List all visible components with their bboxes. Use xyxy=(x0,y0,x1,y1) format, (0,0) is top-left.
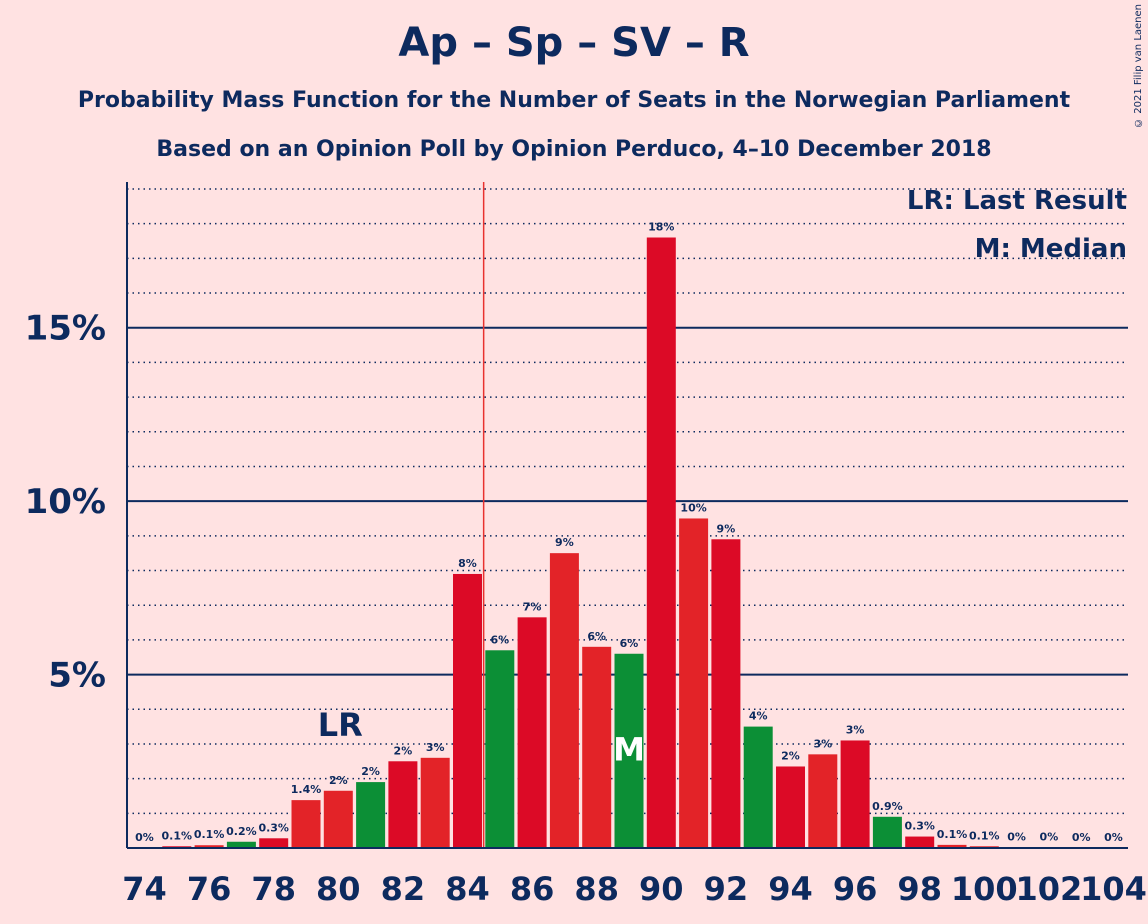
data-labels-group: 0% 0.1% 0.1% 0.2% 0.3%1.4%2%2%2% 3%8%6%7%9%6%… xyxy=(135,221,1123,845)
x-tick-label: 84 xyxy=(445,870,490,908)
bar-seat-84 xyxy=(453,573,482,848)
bar-seat-96 xyxy=(840,740,870,848)
chart-title: Ap – Sp – SV – R xyxy=(398,20,750,66)
bar-seat-99 xyxy=(937,844,967,848)
legend-last-result: LR: Last Result xyxy=(907,186,1127,216)
bar-seat-89 xyxy=(614,653,644,848)
x-tick-label: 100 xyxy=(951,870,1018,908)
chart-subtitle-poll: Based on an Opinion Poll by Opinion Perd… xyxy=(156,137,992,162)
bar-seat-88 xyxy=(582,646,612,848)
bar-seat-85 xyxy=(485,650,515,848)
data-label: 2% xyxy=(781,749,800,762)
bar-seat-90 xyxy=(646,237,676,848)
data-label: 0.1% xyxy=(162,829,193,842)
data-label: 10% xyxy=(680,501,706,514)
bar-seat-87 xyxy=(549,553,579,848)
data-label: 0.2% xyxy=(226,825,257,838)
data-label: 9% xyxy=(717,522,736,535)
data-label: 0.1% xyxy=(937,828,968,841)
x-tick-label: 80 xyxy=(316,870,361,908)
x-tick-label: 76 xyxy=(187,870,232,908)
data-label: 2% xyxy=(329,774,348,787)
chart-subtitle: Probability Mass Function for the Number… xyxy=(77,88,1071,113)
bar-seat-76 xyxy=(194,845,224,848)
bar-seat-91 xyxy=(679,518,709,848)
data-label: 4% xyxy=(749,710,768,723)
data-label: 0% xyxy=(1040,831,1059,844)
data-label: 3% xyxy=(426,741,445,754)
data-label: 6% xyxy=(620,637,639,650)
data-label: 0.1% xyxy=(194,828,225,841)
x-tick-label: 104 xyxy=(1080,870,1147,908)
data-label: 6% xyxy=(587,630,606,643)
bar-seat-94 xyxy=(776,766,805,848)
data-label: 8% xyxy=(458,557,477,570)
bar-seat-80 xyxy=(323,790,353,848)
data-label: 0% xyxy=(1104,831,1123,844)
bar-seat-92 xyxy=(711,539,741,848)
bar-seat-97 xyxy=(872,816,902,848)
bar-seat-78 xyxy=(259,838,289,848)
data-label: 2% xyxy=(394,744,413,757)
last-result-marker: LR xyxy=(318,706,363,744)
data-label: 0.3% xyxy=(258,821,289,834)
bar-seat-81 xyxy=(356,782,386,848)
data-label: 1.4% xyxy=(291,783,322,796)
data-label: 3% xyxy=(813,737,832,750)
x-tick-label: 88 xyxy=(574,870,619,908)
bars-group xyxy=(162,182,1032,848)
data-label: 18% xyxy=(648,221,674,234)
bar-seat-98 xyxy=(905,836,935,848)
bar-seat-95 xyxy=(808,754,838,848)
x-tick-label: 94 xyxy=(768,870,813,908)
x-tick-label: 96 xyxy=(833,870,878,908)
bar-seat-83 xyxy=(420,757,450,848)
legend-median: M: Median xyxy=(975,234,1127,264)
data-label: 0.1% xyxy=(969,829,1000,842)
bar-seat-79 xyxy=(291,800,321,848)
data-label: 3% xyxy=(846,723,865,736)
data-label: 6% xyxy=(490,633,509,646)
x-tick-label: 78 xyxy=(251,870,296,908)
data-label: 0% xyxy=(1007,830,1026,843)
x-tick-label: 90 xyxy=(639,870,684,908)
data-label: 2% xyxy=(361,765,380,778)
median-marker: M xyxy=(613,731,645,769)
x-tick-label: 74 xyxy=(122,870,167,908)
data-label: 0% xyxy=(135,831,154,844)
y-tick-label: 10% xyxy=(25,482,106,522)
x-tick-label: 92 xyxy=(704,870,749,908)
bar-seat-93 xyxy=(743,726,773,848)
data-label: 0.9% xyxy=(872,800,903,813)
bar-seat-77 xyxy=(226,841,256,848)
bar-seat-82 xyxy=(388,761,418,848)
x-tick-label: 82 xyxy=(381,870,426,908)
y-tick-label: 5% xyxy=(48,656,106,696)
bar-seat-86 xyxy=(517,617,547,848)
data-label: 7% xyxy=(523,600,542,613)
data-label: 0.3% xyxy=(904,820,935,833)
x-tick-label: 86 xyxy=(510,870,555,908)
data-label: 0% xyxy=(1072,831,1091,844)
y-tick-label: 15% xyxy=(25,309,106,349)
x-tick-label: 98 xyxy=(897,870,942,908)
data-label: 9% xyxy=(555,536,574,549)
x-tick-label: 102 xyxy=(1016,870,1083,908)
